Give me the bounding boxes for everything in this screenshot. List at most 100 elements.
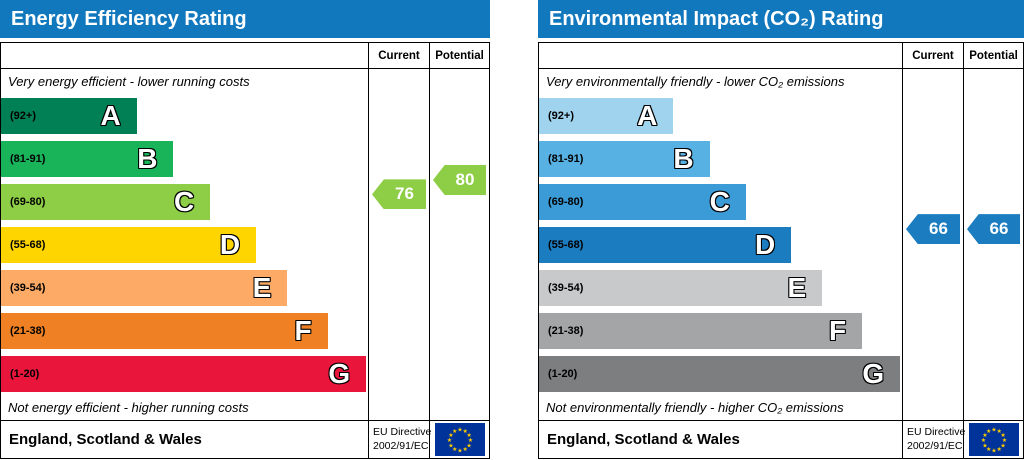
- svg-text:★: ★: [1000, 442, 1005, 449]
- current-column-header: Current: [902, 43, 963, 69]
- band-e-bar: (39-54) E: [1, 269, 288, 306]
- band-range-label: (1-20): [548, 367, 578, 380]
- bottom-caption: Not environmentally friendly - higher CO…: [546, 400, 844, 415]
- band-c-bar: (69-80) C: [1, 183, 211, 220]
- eu-flag-cell: ★ ★ ★ ★ ★ ★ ★ ★ ★ ★ ★ ★: [963, 420, 1023, 458]
- svg-text:★: ★: [448, 432, 453, 439]
- svg-text:★: ★: [448, 442, 453, 449]
- svg-text:★: ★: [982, 432, 987, 439]
- band-row: (81-91) B: [1, 137, 368, 180]
- svg-text:★: ★: [466, 432, 471, 439]
- band-letter: D: [219, 228, 241, 260]
- svg-text:★: ★: [467, 437, 472, 444]
- current-rating-value: 66: [929, 219, 948, 239]
- svg-text:★: ★: [991, 427, 996, 434]
- svg-text:★: ★: [462, 428, 467, 435]
- current-column: 66: [902, 69, 963, 420]
- eu-directive-label: EU Directive 2002/91/EC: [368, 420, 432, 458]
- band-d-bar: (55-68) D: [1, 226, 257, 263]
- eu-flag-cell: ★ ★ ★ ★ ★ ★ ★ ★ ★ ★ ★ ★: [429, 420, 489, 458]
- band-a-bar: (92+) A: [539, 97, 674, 134]
- band-row: (81-91) B: [539, 137, 902, 180]
- band-letter: B: [137, 142, 158, 174]
- band-row: (39-54) E: [539, 266, 902, 309]
- band-row: (55-68) D: [539, 223, 902, 266]
- band-range-label: (1-20): [10, 367, 40, 380]
- current-rating-arrow: 76: [372, 179, 426, 210]
- band-range-label: (69-80): [548, 195, 584, 208]
- band-row: (92+) A: [539, 94, 902, 137]
- footer-region-label: England, Scotland & Wales: [1, 420, 368, 458]
- band-d-bar: (55-68) D: [539, 226, 792, 263]
- svg-text:★: ★: [980, 437, 985, 444]
- band-row: (55-68) D: [1, 223, 368, 266]
- current-column: 76: [368, 69, 429, 420]
- band-row: (39-54) E: [1, 266, 368, 309]
- band-row: (69-80) C: [539, 180, 902, 223]
- band-letter: C: [173, 185, 195, 217]
- chart-table: Current Potential Very environmentally f…: [538, 42, 1024, 459]
- band-range-label: (92+): [548, 109, 574, 122]
- svg-text:★: ★: [452, 446, 457, 453]
- band-range-label: (81-91): [10, 152, 46, 165]
- band-range-label: (81-91): [548, 152, 584, 165]
- svg-text:★: ★: [446, 437, 451, 444]
- band-letter: C: [709, 185, 730, 217]
- eu-directive-line1: EU Directive: [907, 426, 966, 439]
- bands-area: Very environmentally friendly - lower CO…: [539, 69, 902, 420]
- svg-text:★: ★: [982, 442, 987, 449]
- svg-text:★: ★: [986, 428, 991, 435]
- band-row: (1-20) G: [1, 352, 368, 395]
- band-range-label: (92+): [10, 109, 36, 122]
- band-e-bar: (39-54) E: [539, 269, 823, 306]
- svg-text:★: ★: [457, 427, 462, 434]
- band-letter: B: [673, 142, 694, 174]
- potential-rating-value: 66: [989, 219, 1009, 239]
- eu-flag-icon: ★ ★★ ★★★ ★★★ ★★★: [434, 423, 485, 456]
- svg-text:★: ★: [1000, 432, 1005, 439]
- bottom-caption: Not energy efficient - higher running co…: [8, 400, 249, 415]
- band-range-label: (39-54): [10, 281, 46, 294]
- band-range-label: (21-38): [10, 324, 46, 337]
- potential-column: 80: [429, 69, 489, 420]
- band-range-label: (39-54): [548, 281, 584, 294]
- svg-text:★: ★: [466, 442, 471, 449]
- band-letter: G: [862, 357, 885, 389]
- band-row: (69-80) C: [1, 180, 368, 223]
- band-row: (21-38) F: [1, 309, 368, 352]
- band-c-bar: (69-80) C: [539, 183, 746, 220]
- footer-region-label: England, Scotland & Wales: [539, 420, 902, 458]
- potential-column-header: Potential: [429, 43, 489, 69]
- band-letter: F: [828, 314, 847, 346]
- svg-text:★: ★: [1001, 437, 1006, 444]
- environmental-impact-rating-chart: Environmental Impact (CO₂) Rating Curren…: [538, 0, 1024, 460]
- chart-title-bar: Energy Efficiency Rating: [0, 0, 490, 38]
- svg-text:★: ★: [986, 446, 991, 453]
- current-rating-value: 76: [395, 184, 414, 204]
- band-row: (92+) A: [1, 94, 368, 137]
- band-g-bar: (1-20) G: [1, 355, 367, 392]
- svg-text:★: ★: [462, 446, 467, 453]
- band-letter: G: [328, 357, 351, 389]
- band-letter: D: [755, 228, 776, 260]
- potential-column: 66: [963, 69, 1023, 420]
- band-b-bar: (81-91) B: [1, 140, 174, 177]
- band-row: (1-20) G: [539, 352, 902, 395]
- band-letter: E: [252, 271, 272, 303]
- svg-text:★: ★: [452, 428, 457, 435]
- energy-efficiency-rating-chart: Energy Efficiency Rating Current Potenti…: [0, 0, 490, 460]
- chart-title: Energy Efficiency Rating: [11, 7, 247, 30]
- band-letter: A: [100, 99, 121, 131]
- bands-area: Very energy efficient - lower running co…: [1, 69, 368, 420]
- band-row: (21-38) F: [539, 309, 902, 352]
- top-caption: Very energy efficient - lower running co…: [8, 74, 250, 89]
- band-f-bar: (21-38) F: [539, 312, 863, 349]
- band-letter: A: [637, 99, 658, 131]
- band-range-label: (55-68): [548, 238, 584, 251]
- eu-directive-line1: EU Directive: [373, 426, 432, 439]
- band-b-bar: (81-91) B: [539, 140, 710, 177]
- band-letter: F: [294, 314, 312, 346]
- svg-text:★: ★: [991, 448, 996, 455]
- chart-table: Current Potential Very energy efficient …: [0, 42, 490, 459]
